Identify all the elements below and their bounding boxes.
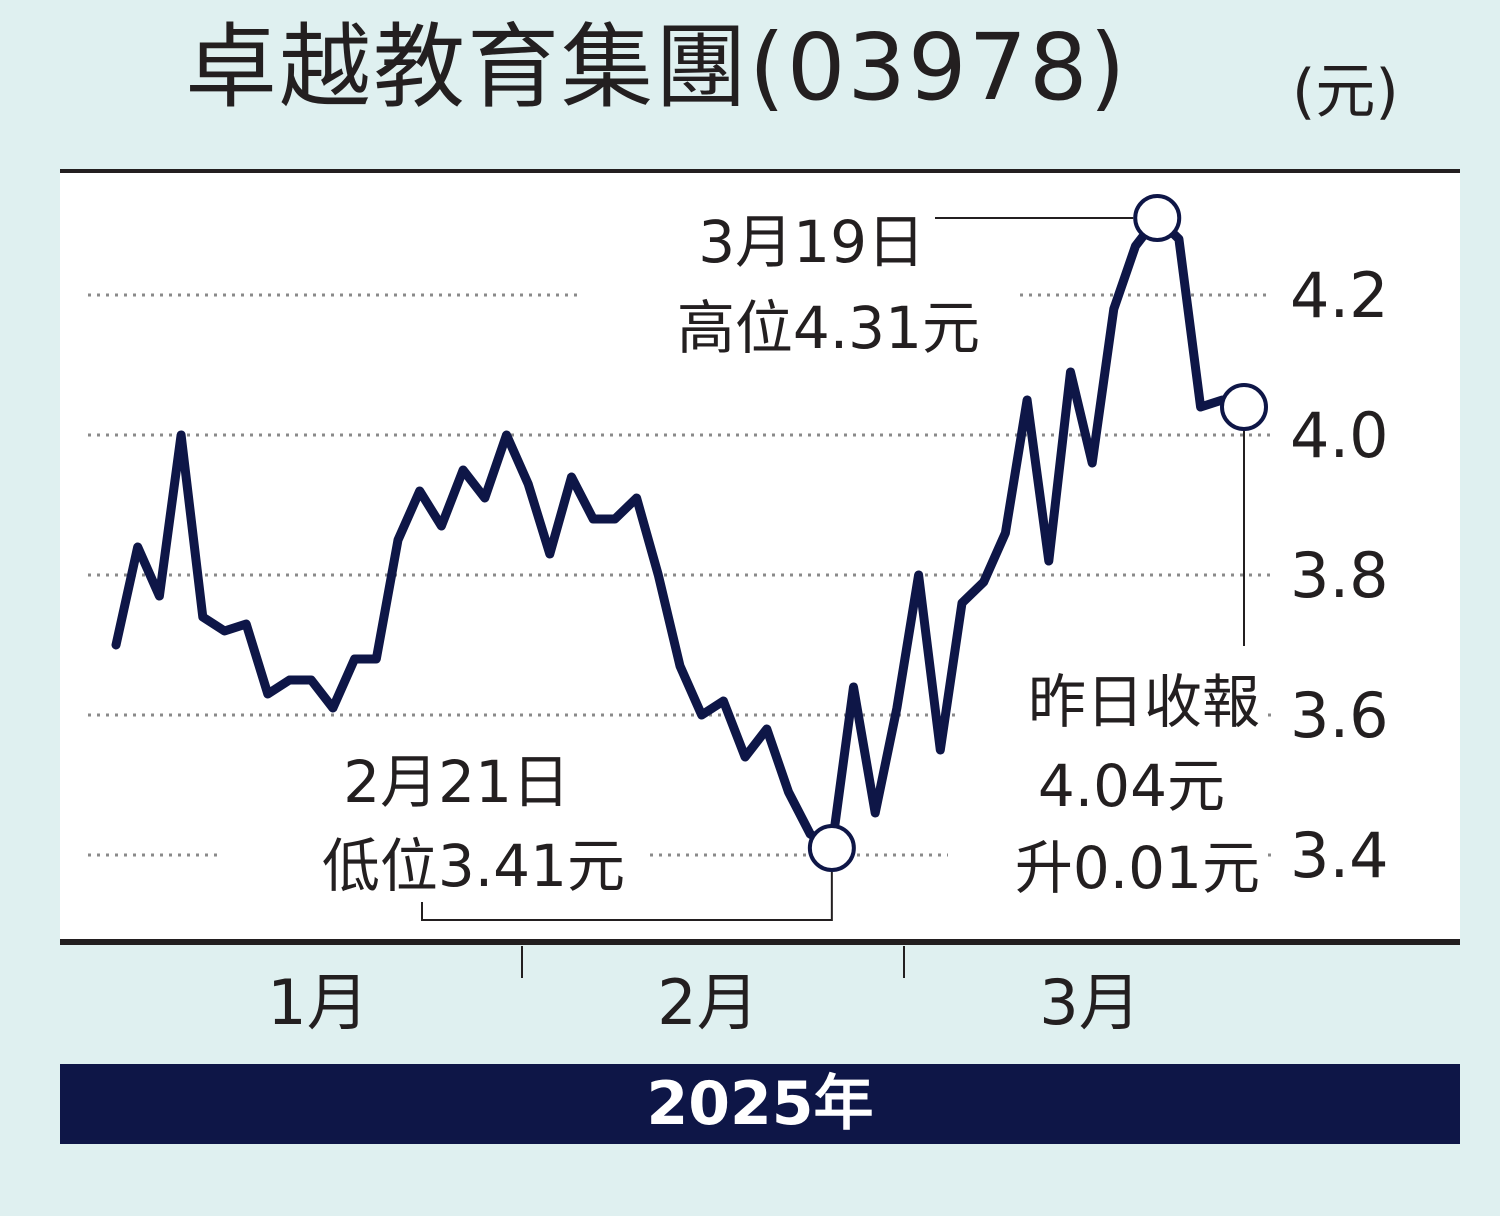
x-tick-label: 2月 (657, 966, 758, 1039)
low-marker (807, 824, 856, 872)
close-marker (1220, 383, 1268, 431)
close-label-line3: 升0.01元 (1015, 834, 1260, 902)
x-tick-label: 1月 (267, 966, 368, 1039)
unit-label: (元) (1292, 57, 1399, 127)
year-label: 2025年 (646, 1069, 874, 1139)
low-value-label: 低位3.41元 (322, 832, 625, 900)
high-value-label: 高位4.31元 (677, 294, 980, 362)
year-bar: 2025年 (60, 1064, 1460, 1144)
low-date-label: 2月21日 (343, 748, 570, 816)
high-date-label: 3月19日 (698, 208, 925, 276)
y-tick-label: 3.6 (1290, 679, 1389, 752)
low-leader-line (421, 872, 833, 921)
plot-area (60, 170, 1460, 942)
high-marker (1133, 194, 1182, 242)
price-line (111, 213, 1249, 853)
y-tick-label: 3.4 (1290, 819, 1389, 892)
chart-title: 卓越教育集團(03978) (185, 14, 1128, 121)
y-tick-label: 3.8 (1290, 539, 1389, 612)
close-label-line1: 昨日收報 (1028, 668, 1260, 736)
x-tick-label: 3月 (1039, 966, 1140, 1039)
y-tick-label: 4.0 (1290, 399, 1389, 472)
close-label-line2: 4.04元 (1038, 752, 1225, 820)
y-tick-label: 4.2 (1290, 259, 1389, 332)
